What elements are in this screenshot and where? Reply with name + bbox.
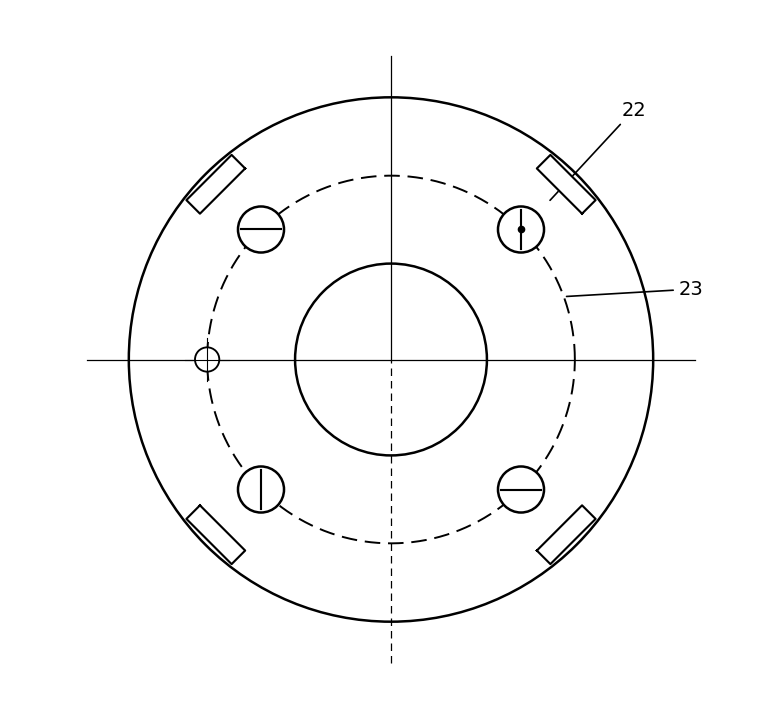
- Polygon shape: [536, 505, 596, 564]
- Polygon shape: [186, 505, 246, 564]
- Text: 23: 23: [566, 280, 704, 298]
- Polygon shape: [186, 155, 246, 214]
- Polygon shape: [536, 155, 596, 214]
- Text: 22: 22: [550, 101, 646, 201]
- Circle shape: [238, 206, 284, 252]
- Circle shape: [498, 467, 544, 513]
- Circle shape: [238, 467, 284, 513]
- Circle shape: [498, 206, 544, 252]
- Circle shape: [195, 347, 219, 372]
